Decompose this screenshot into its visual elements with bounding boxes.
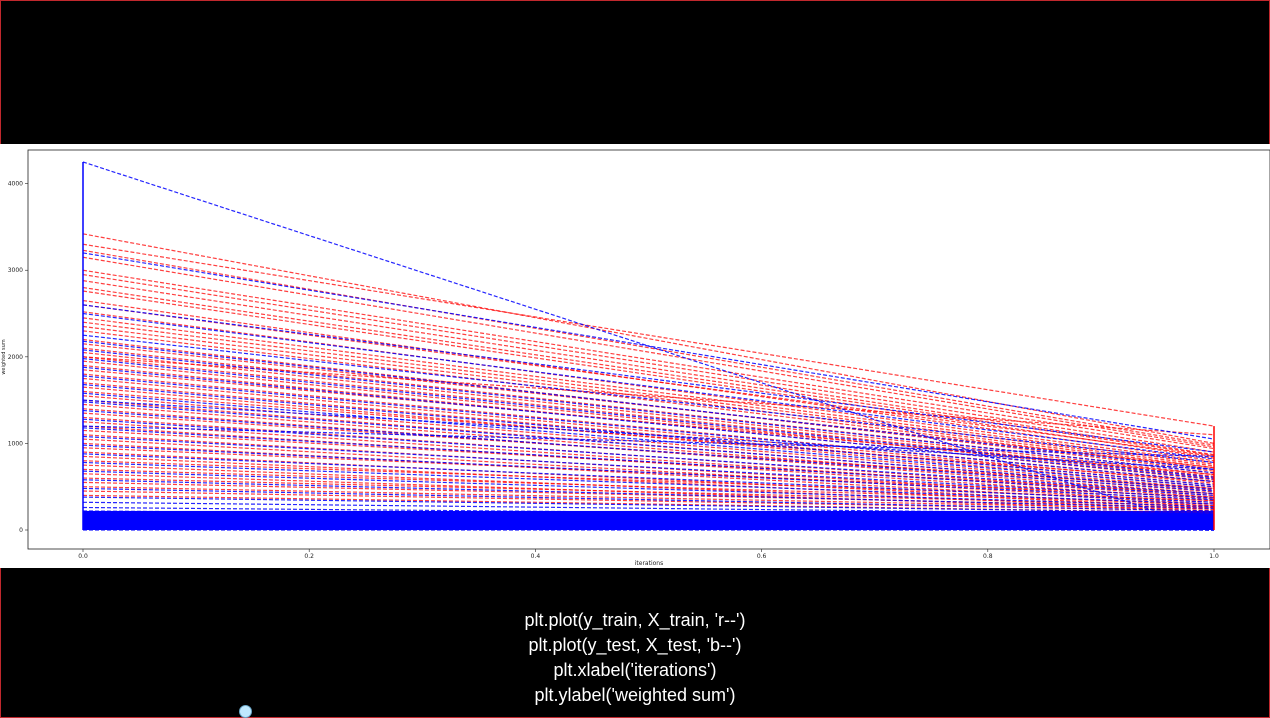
test-line — [82, 427, 1215, 496]
train-line — [82, 360, 1215, 479]
train-line — [82, 338, 1215, 472]
y-tick-label: 2000 — [8, 354, 23, 361]
train-line — [82, 343, 1215, 469]
train-line — [82, 249, 1215, 446]
test-line — [82, 525, 1215, 529]
test-line — [82, 512, 1215, 517]
train-line — [82, 382, 1215, 486]
train-line — [82, 273, 1215, 453]
test-line — [82, 349, 1215, 474]
test-line — [82, 523, 1215, 528]
y-tick-label: 4000 — [8, 181, 23, 188]
train-line — [82, 330, 1215, 470]
train-line — [82, 256, 1215, 448]
test-line — [82, 444, 1215, 501]
train-line — [82, 468, 1215, 505]
test-line — [82, 470, 1215, 508]
test-line — [82, 375, 1215, 483]
test-line — [82, 409, 1215, 492]
train-line — [82, 377, 1215, 484]
test-line — [82, 519, 1215, 524]
train-line — [82, 369, 1215, 476]
train-line — [82, 269, 1215, 450]
train-line — [82, 233, 1215, 445]
x-tick-label: 0.6 — [757, 553, 767, 560]
test-line — [82, 461, 1215, 505]
x-tick-label: 0.8 — [983, 553, 993, 560]
y-tick-label: 3000 — [8, 267, 23, 274]
train-line — [82, 438, 1215, 503]
axes — [27, 149, 1270, 550]
test-line — [82, 340, 1215, 470]
train-line — [82, 356, 1215, 477]
train-line — [82, 455, 1215, 509]
line-chart: 0.0 0.2 0.4 0.6 0.8 1.0 0 1000 2000 3000 4000 iter… — [1, 149, 1270, 567]
test-line — [82, 453, 1215, 503]
test-line — [82, 518, 1215, 522]
cursor-icon — [239, 705, 252, 718]
train-line — [82, 390, 1215, 483]
train-line — [82, 304, 1215, 457]
x-tick-label: 1.0 — [1209, 553, 1219, 560]
y-tick-label: 0 — [19, 527, 23, 534]
train-line — [82, 290, 1215, 459]
test-line — [82, 304, 1215, 453]
test-line — [82, 496, 1215, 514]
test-line — [82, 526, 1215, 529]
code-line-xlabel: plt.xlabel('iterations') — [553, 660, 717, 680]
y-tick-label: 1000 — [8, 440, 23, 447]
x-tick-label: 0.2 — [304, 553, 314, 560]
train-line — [82, 311, 1215, 464]
test-line — [82, 425, 1215, 457]
plot-panel: 0.0 0.2 0.4 0.6 0.8 1.0 0 1000 2000 3000 4000 iter… — [0, 144, 1270, 568]
train-line — [82, 325, 1215, 469]
test-line — [82, 479, 1215, 509]
train-line — [82, 280, 1215, 456]
test-line — [82, 399, 1215, 470]
series-lines — [82, 161, 1215, 531]
train-line — [82, 317, 1215, 465]
train-line — [82, 364, 1215, 481]
code-line-plot-train: plt.plot(y_train, X_train, 'r--') — [524, 610, 746, 630]
code-line-ylabel: plt.ylabel('weighted sum') — [534, 685, 736, 705]
code-caption: plt.plot(y_train, X_train, 'r--') plt.pl… — [0, 608, 1270, 708]
x-tick-label: 0.0 — [78, 553, 88, 560]
train-line — [82, 243, 1215, 427]
test-line — [82, 366, 1215, 480]
test-line — [82, 435, 1215, 499]
train-line — [82, 373, 1215, 483]
y-axis-label: weighted sum — [1, 339, 7, 374]
test-line — [82, 487, 1215, 512]
x-axis-label: iterations — [635, 560, 663, 567]
train-line — [82, 321, 1215, 467]
test-line — [82, 514, 1215, 519]
test-line — [82, 252, 1215, 440]
train-line — [82, 286, 1215, 457]
test-line — [82, 516, 1215, 521]
x-tick-label: 0.4 — [531, 553, 541, 560]
test-line — [82, 334, 1215, 464]
tick-labels: 0.0 0.2 0.4 0.6 0.8 1.0 0 1000 2000 3000 4000 — [8, 181, 1219, 560]
test-line — [82, 401, 1215, 490]
test-line — [82, 392, 1215, 488]
test-line — [82, 357, 1215, 478]
plot-area-frame — [27, 149, 1270, 550]
test-line — [82, 511, 1215, 516]
code-line-plot-test: plt.plot(y_test, X_test, 'b--') — [528, 635, 742, 655]
test-line — [82, 501, 1215, 516]
train-line — [82, 351, 1215, 476]
test-line — [82, 312, 1215, 460]
train-line — [82, 486, 1215, 510]
test-line — [82, 521, 1215, 526]
